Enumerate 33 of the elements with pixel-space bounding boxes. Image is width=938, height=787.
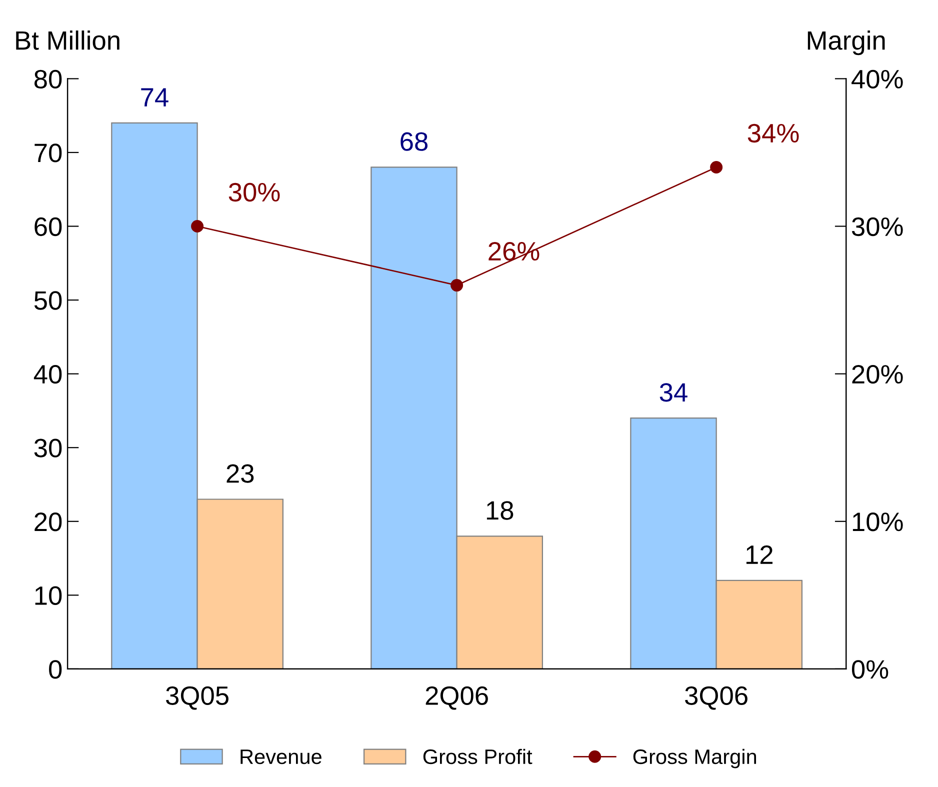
data-label: 34% (748, 124, 799, 143)
y2-tick-label: 30% (852, 217, 903, 236)
y2-axis-title: Margin (808, 30, 885, 56)
x-tick-label: 2Q06 (426, 686, 488, 710)
y-tick-label: 50 (34, 291, 62, 310)
data-label: 12 (746, 545, 772, 564)
data-label: 68 (400, 132, 428, 151)
point (450, 279, 464, 292)
legend-label: Gross Profit (423, 748, 532, 764)
legend-label: Revenue (240, 750, 322, 764)
y-tick-label: 20 (34, 512, 62, 532)
data-label: 23 (226, 464, 254, 483)
y2-tick-label: 40% (852, 70, 903, 89)
point (191, 220, 204, 233)
y-tick-label: 40 (34, 364, 62, 384)
legend-label: Gross Margin (633, 748, 756, 768)
y2-tick-label: 20% (852, 364, 903, 384)
y-axis-title: Bt Million (16, 30, 120, 50)
data-label: 30% (228, 182, 280, 202)
point (710, 160, 723, 174)
y-tick-label: 80 (34, 70, 62, 89)
x-tick-label: 3Q06 (685, 686, 748, 710)
y2-tick-label: 0% (852, 660, 888, 679)
y-tick-label: 30 (34, 438, 62, 458)
y-tick-label: 10 (35, 586, 62, 605)
y-tick-label: 60 (34, 217, 62, 236)
x-tick-label: 3Q05 (166, 686, 228, 710)
data-label: 18 (486, 501, 514, 520)
data-label: 74 (141, 88, 168, 106)
y-tick-label: 0 (49, 660, 62, 679)
y2-tick-label: 10% (852, 512, 903, 532)
y-tick-label: 70 (34, 144, 62, 162)
data-label: 34 (660, 383, 688, 402)
